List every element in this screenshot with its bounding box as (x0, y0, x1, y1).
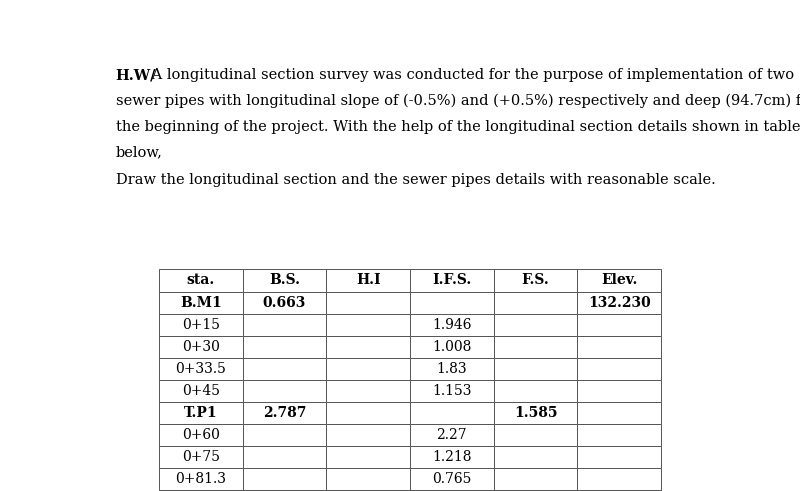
Bar (494, 336, 578, 358)
Bar (578, 402, 661, 424)
Bar (410, 402, 494, 424)
Bar (494, 446, 578, 467)
Text: 1.218: 1.218 (432, 450, 472, 464)
Bar (578, 380, 661, 402)
Bar (159, 292, 242, 314)
Text: 0+75: 0+75 (182, 450, 220, 464)
Bar (326, 292, 410, 314)
Text: 0.765: 0.765 (432, 471, 471, 486)
Text: Draw the longitudinal section and the sewer pipes details with reasonable scale.: Draw the longitudinal section and the se… (115, 173, 715, 187)
Bar (326, 490, 410, 491)
Bar (410, 490, 494, 491)
Bar (578, 269, 661, 292)
Bar (326, 467, 410, 490)
Bar (242, 446, 326, 467)
Bar (578, 446, 661, 467)
Bar (494, 292, 578, 314)
Bar (410, 292, 494, 314)
Bar (326, 314, 410, 336)
Bar (326, 424, 410, 446)
Bar (410, 446, 494, 467)
Text: 2.27: 2.27 (437, 428, 467, 442)
Text: 0.663: 0.663 (262, 296, 306, 310)
Bar (159, 269, 242, 292)
Bar (159, 424, 242, 446)
Bar (159, 336, 242, 358)
Bar (159, 358, 242, 380)
Bar (410, 314, 494, 336)
Bar (326, 358, 410, 380)
Bar (242, 467, 326, 490)
Bar (326, 380, 410, 402)
Bar (494, 314, 578, 336)
Text: B.M1: B.M1 (180, 296, 222, 310)
Text: Elev.: Elev. (601, 273, 638, 287)
Bar (326, 269, 410, 292)
Bar (242, 402, 326, 424)
Bar (242, 358, 326, 380)
Bar (242, 380, 326, 402)
Text: 1.585: 1.585 (514, 406, 558, 420)
Bar (242, 292, 326, 314)
Bar (494, 424, 578, 446)
Text: H.W/: H.W/ (115, 68, 156, 82)
Bar (578, 490, 661, 491)
Bar (578, 467, 661, 490)
Bar (159, 446, 242, 467)
Bar (578, 336, 661, 358)
Bar (494, 490, 578, 491)
Text: 1.83: 1.83 (437, 362, 467, 376)
Bar (159, 380, 242, 402)
Text: 0+60: 0+60 (182, 428, 220, 442)
Bar (494, 402, 578, 424)
Text: 0+45: 0+45 (182, 384, 220, 398)
Text: 132.230: 132.230 (588, 296, 650, 310)
Text: 0+30: 0+30 (182, 340, 220, 354)
Bar (326, 402, 410, 424)
Bar (410, 336, 494, 358)
Bar (494, 467, 578, 490)
Text: I.F.S.: I.F.S. (432, 273, 471, 287)
Text: 1.008: 1.008 (432, 340, 471, 354)
Bar (578, 314, 661, 336)
Bar (494, 269, 578, 292)
Text: sta.: sta. (186, 273, 215, 287)
Bar (159, 467, 242, 490)
Text: 0+33.5: 0+33.5 (175, 362, 226, 376)
Text: the beginning of the project. With the help of the longitudinal section details : the beginning of the project. With the h… (115, 120, 800, 134)
Bar (410, 467, 494, 490)
Bar (242, 424, 326, 446)
Text: F.S.: F.S. (522, 273, 550, 287)
Text: 1.153: 1.153 (432, 384, 472, 398)
Text: below,: below, (115, 145, 162, 160)
Bar (410, 269, 494, 292)
Text: A longitudinal section survey was conducted for the purpose of implementation of: A longitudinal section survey was conduc… (147, 68, 794, 82)
Bar (159, 490, 242, 491)
Bar (410, 358, 494, 380)
Text: T.P1: T.P1 (184, 406, 218, 420)
Bar (494, 380, 578, 402)
Bar (242, 269, 326, 292)
Bar (410, 424, 494, 446)
Text: 2.787: 2.787 (262, 406, 306, 420)
Text: sewer pipes with longitudinal slope of (-0.5%) and (+0.5%) respectively and deep: sewer pipes with longitudinal slope of (… (115, 94, 800, 109)
Bar (326, 446, 410, 467)
Bar (578, 358, 661, 380)
Bar (410, 380, 494, 402)
Text: 0+15: 0+15 (182, 318, 220, 332)
Bar (242, 490, 326, 491)
Text: 0+81.3: 0+81.3 (175, 471, 226, 486)
Bar (494, 358, 578, 380)
Bar (159, 402, 242, 424)
Bar (326, 336, 410, 358)
Text: 1.946: 1.946 (432, 318, 472, 332)
Text: B.S.: B.S. (269, 273, 300, 287)
Bar (159, 314, 242, 336)
Bar (242, 314, 326, 336)
Text: H.I: H.I (356, 273, 381, 287)
Bar (242, 336, 326, 358)
Bar (578, 292, 661, 314)
Bar (578, 424, 661, 446)
